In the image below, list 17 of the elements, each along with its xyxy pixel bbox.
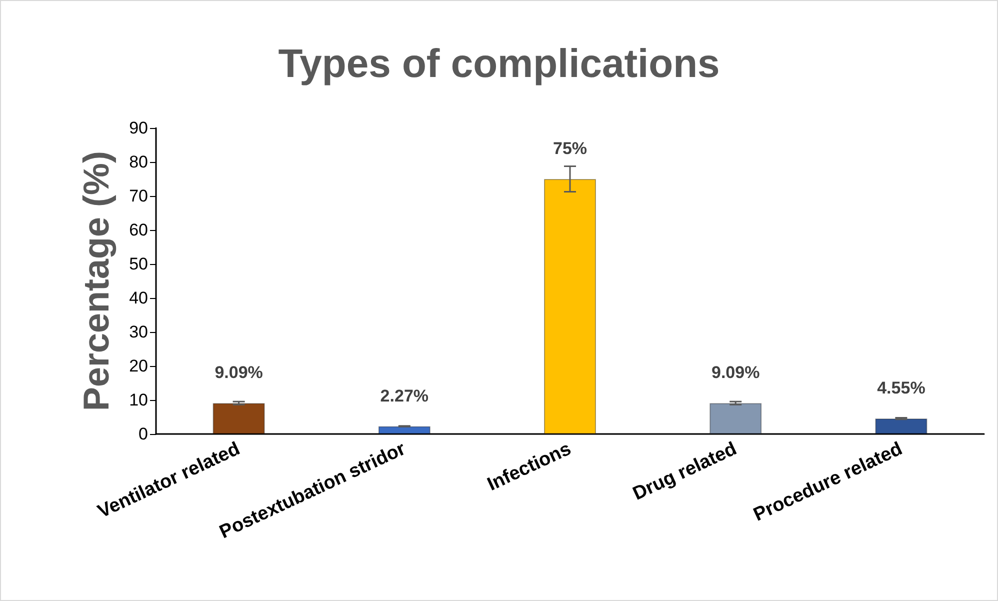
- y-tick-label: 10: [129, 390, 148, 410]
- y-tick-label: 60: [129, 220, 148, 240]
- chart-title: Types of complications: [278, 42, 720, 86]
- y-tick-label: 90: [129, 118, 148, 138]
- data-label: 75%: [552, 139, 588, 158]
- data-label: 2.27%: [380, 386, 428, 406]
- y-tick-label: 50: [129, 254, 148, 274]
- y-tick-label: 80: [129, 152, 148, 172]
- y-tick-label: 0: [138, 424, 148, 444]
- data-label: 4.55%: [877, 378, 926, 398]
- data-label: 9.09%: [214, 363, 263, 382]
- y-tick-label: 20: [129, 356, 148, 376]
- y-tick-label: 30: [129, 322, 148, 342]
- y-axis-title: Percentage (%): [76, 150, 116, 412]
- y-tick-label: 70: [129, 186, 148, 206]
- y-tick-label: 40: [129, 288, 148, 308]
- data-label: 9.09%: [712, 363, 760, 382]
